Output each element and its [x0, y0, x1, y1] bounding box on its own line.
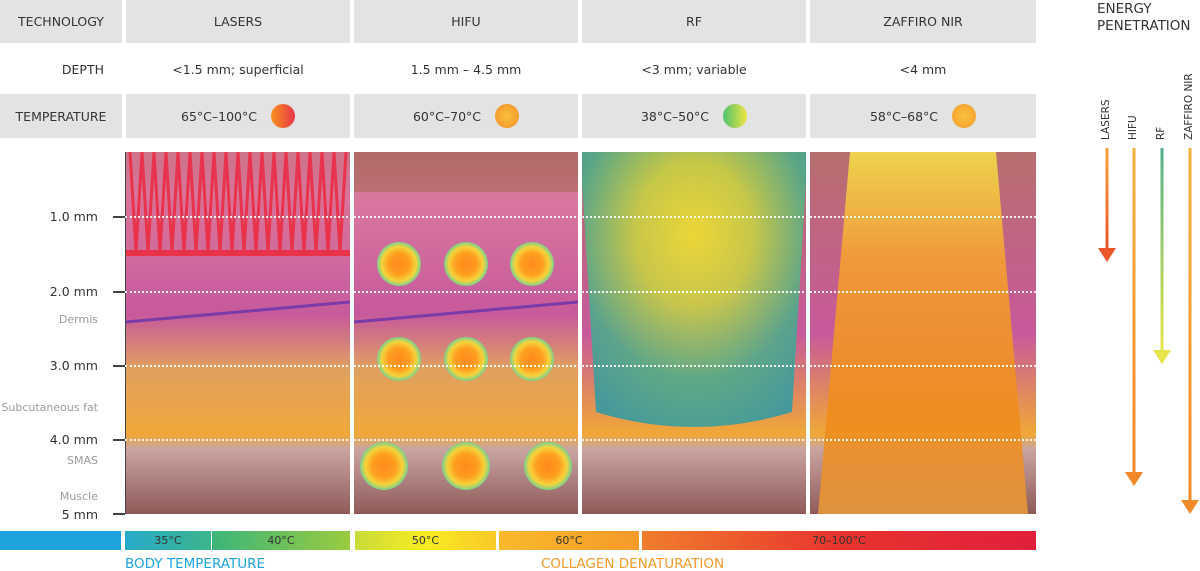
temp-dot-icon — [495, 104, 520, 128]
temp-cell-zaffiro: 58°C–68°C — [810, 94, 1036, 138]
hifu-focal-point — [377, 242, 421, 286]
hifu-focal-point — [360, 442, 408, 490]
scale-swatch-35: 35°C — [125, 531, 211, 550]
scale-swatch-40: 40°C — [212, 531, 350, 550]
temp-hifu: 60°C–70°C — [412, 108, 482, 124]
temp-rf: 38°C–50°C — [640, 108, 710, 124]
temp-cell-lasers: 65°C–100°C — [126, 94, 350, 138]
axis-tick — [113, 365, 125, 367]
hifu-focal-point — [510, 337, 554, 381]
temp-dot-icon — [270, 104, 295, 128]
arrow-zaffiro — [1181, 148, 1199, 514]
depth-hifu: 1.5 mm – 4.5 mm — [354, 48, 578, 90]
hifu-focal-point — [444, 337, 488, 381]
energy-label-lasers: LASERS — [1100, 99, 1112, 140]
skin-panel-zaffiro — [810, 152, 1036, 514]
layer-label-smas: SMAS — [67, 454, 98, 467]
technology-label: TECHNOLOGY — [0, 0, 122, 43]
scale-label: 50°C — [411, 534, 440, 547]
energy-label-rf: RF — [1155, 126, 1167, 140]
temp-dot-icon — [952, 104, 977, 128]
temp-dot-icon — [723, 104, 748, 128]
scale-swatch-70-100: 70–100°C — [642, 531, 1036, 550]
hifu-focal-point — [510, 242, 554, 286]
scale-segment-body — [0, 531, 121, 550]
temp-zaffiro: 58°C–68°C — [869, 108, 939, 124]
depth-axis — [125, 152, 126, 514]
scale-label: 40°C — [267, 534, 295, 547]
arrow-rf — [1153, 148, 1171, 364]
energy-title-line2: PENETRATION — [1097, 18, 1191, 34]
skin-panel-rf — [582, 152, 806, 514]
energy-label-zaffiro: ZAFFIRO NIR — [1183, 73, 1195, 140]
skin-panel-lasers — [126, 152, 350, 514]
col-header-zaffiro: ZAFFIRO NIR — [810, 0, 1036, 43]
depth-mark: 1.0 mm — [49, 209, 98, 224]
depth-line — [125, 439, 1036, 441]
temperature-row-label: TEMPERATURE — [0, 94, 122, 138]
col-header-hifu: HIFU — [354, 0, 578, 43]
temp-cell-hifu: 60°C–70°C — [354, 94, 578, 138]
axis-tick — [113, 216, 125, 218]
depth-mark: 3.0 mm — [49, 358, 98, 373]
scale-swatch-50: 50°C — [355, 531, 496, 550]
hifu-focal-point — [524, 442, 572, 490]
scale-label: 35°C — [154, 534, 182, 547]
collagen-denaturation-label: COLLAGEN DENATURATION — [541, 556, 725, 571]
depth-rf: <3 mm; variable — [582, 48, 806, 90]
body-temperature-label: BODY TEMPERATURE — [125, 556, 265, 571]
arrow-hifu — [1125, 148, 1143, 486]
skin-illustration — [810, 152, 1036, 514]
axis-tick — [113, 513, 125, 515]
skin-illustration — [126, 152, 350, 514]
depth-zaffiro: <4 mm — [810, 48, 1036, 90]
depth-line — [125, 216, 1036, 218]
depth-line — [125, 365, 1036, 367]
depth-line — [125, 291, 1036, 293]
arrow-lasers — [1098, 148, 1116, 262]
depth-mark: 4.0 mm — [49, 432, 98, 447]
layer-label-muscle: Muscle — [59, 490, 98, 503]
depth-row-label: DEPTH — [0, 48, 122, 90]
hifu-focal-point — [377, 337, 421, 381]
axis-tick — [113, 439, 125, 441]
energy-title-line1: ENERGY — [1097, 1, 1152, 17]
temp-cell-rf: 38°C–50°C — [582, 94, 806, 138]
scale-label: 60°C — [555, 534, 583, 547]
energy-label-hifu: HIFU — [1127, 115, 1139, 140]
temp-lasers: 65°C–100°C — [181, 108, 257, 124]
scale-swatch-60: 60°C — [499, 531, 639, 550]
skin-panel-hifu — [354, 152, 578, 514]
axis-tick — [113, 291, 125, 293]
col-header-lasers: LASERS — [126, 0, 350, 43]
hifu-focal-point — [442, 442, 490, 490]
depth-mark: 2.0 mm — [49, 284, 98, 299]
depth-lasers: <1.5 mm; superficial — [126, 48, 350, 90]
energy-arrows — [1098, 148, 1199, 514]
layer-label-fat: Subcutaneous fat — [1, 401, 98, 414]
scale-label: 70–100°C — [812, 534, 866, 547]
energy-penetration-title: ENERGY PENETRATION — [1097, 1, 1191, 35]
hifu-focal-point — [444, 242, 488, 286]
layer-label-dermis: Dermis — [58, 313, 98, 326]
skin-illustration — [582, 152, 806, 514]
depth-mark: 5 mm — [61, 507, 98, 522]
col-header-rf: RF — [582, 0, 806, 43]
